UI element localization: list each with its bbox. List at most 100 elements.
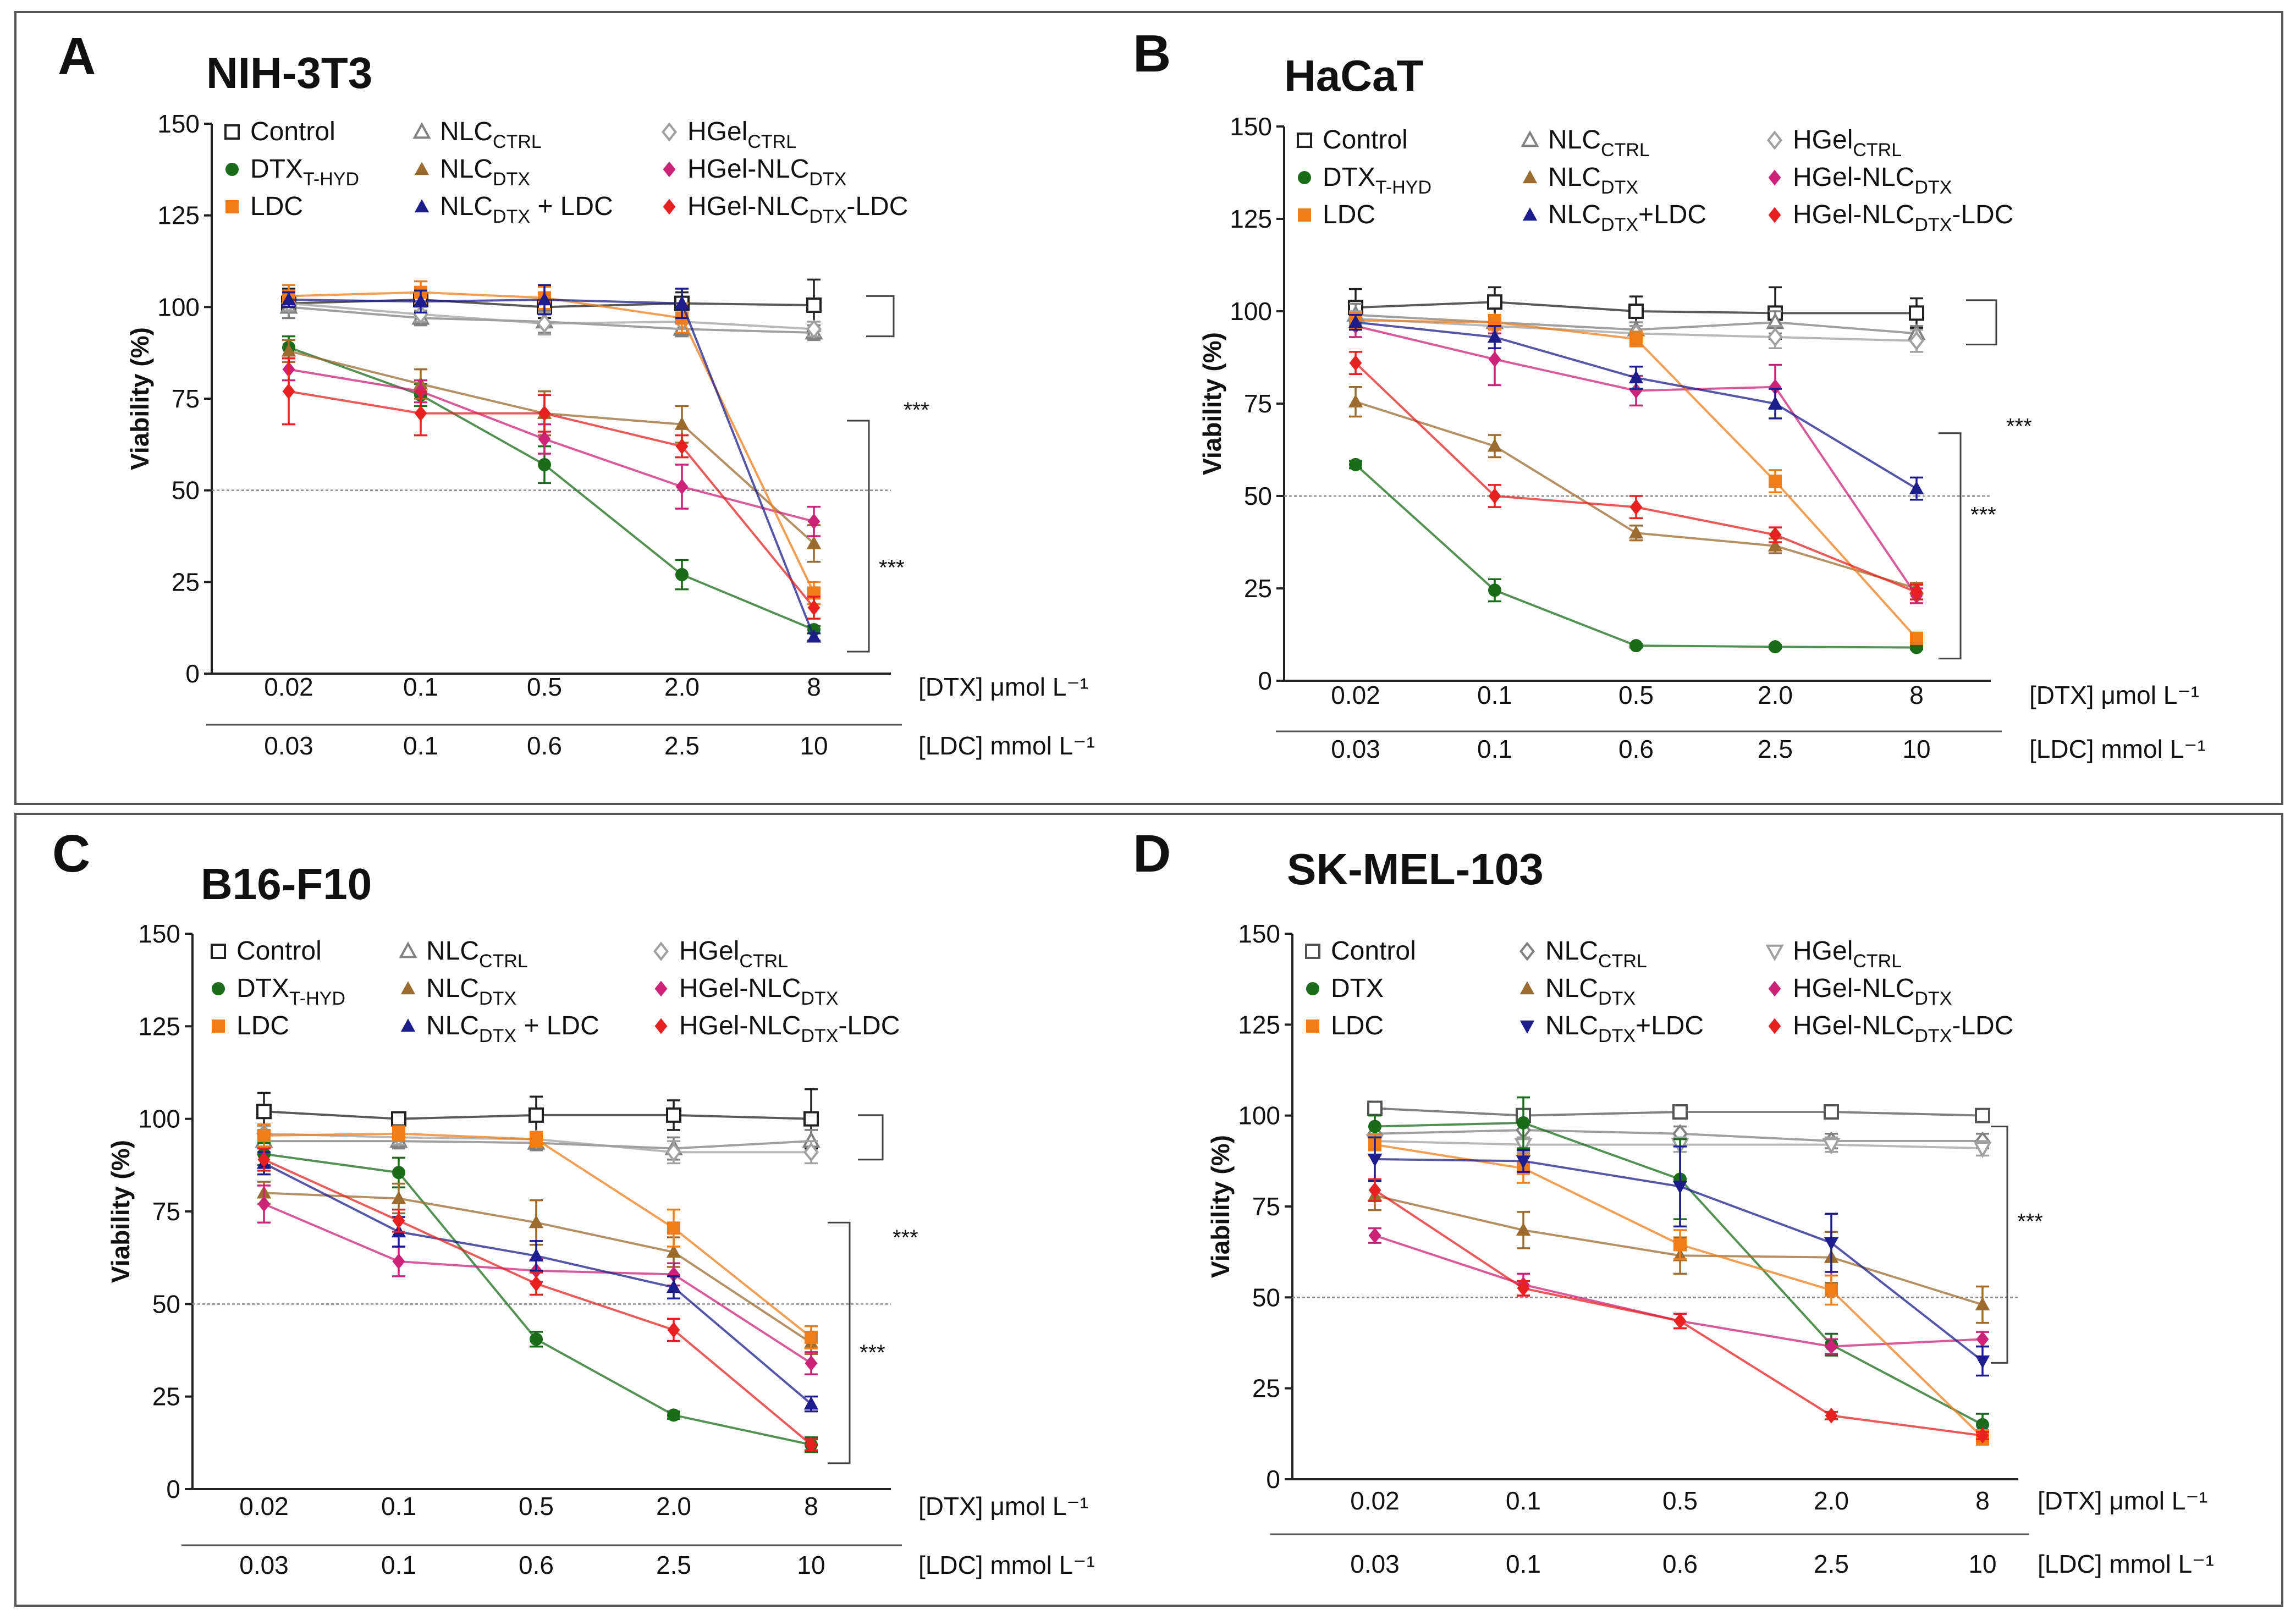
y-tick-label: 125 xyxy=(138,1012,180,1040)
legend-label-main: LDC xyxy=(250,192,303,221)
significance-label: *** xyxy=(2017,1209,2043,1233)
legend-label-suffix: +LDC xyxy=(1636,1011,1704,1040)
x-tick-label-dtx: 2.0 xyxy=(664,673,700,701)
data-point xyxy=(1825,1283,1838,1297)
data-point xyxy=(1488,351,1501,367)
significance-bracket: *** xyxy=(1991,1126,2043,1364)
legend-label-main: HGel-NLC xyxy=(1793,1011,1914,1040)
legend-label-subscript: CTRL xyxy=(1601,140,1650,161)
legend-label: LDC xyxy=(1331,1011,1384,1040)
data-point xyxy=(392,1127,405,1140)
data-point xyxy=(1516,1222,1531,1236)
data-point xyxy=(674,416,690,430)
y-axis-title: Viability (%) xyxy=(1198,332,1226,475)
significance-bracket: *** xyxy=(866,295,929,422)
legend-label-subscript: DTX xyxy=(1598,988,1636,1009)
legend-label-main: HGel-NLC xyxy=(679,974,801,1003)
legend-marker xyxy=(225,163,239,176)
data-point xyxy=(805,1330,818,1344)
x-tick-label-ldc: 0.6 xyxy=(519,1551,554,1579)
y-tick-label: 150 xyxy=(1238,919,1280,948)
data-point xyxy=(530,1132,543,1146)
legend-label-subscript: CTRL xyxy=(747,131,796,152)
legend-label-main: NLC xyxy=(1545,974,1598,1003)
legend-label-main: HGel xyxy=(1793,125,1853,155)
legend-label: DTXT-HYD xyxy=(1323,163,1431,198)
legend-label-main: LDC xyxy=(1331,1011,1384,1040)
legend-label-main: HGel xyxy=(679,936,739,966)
data-point xyxy=(666,1142,681,1162)
legend-label-subscript: DTX xyxy=(801,1026,838,1046)
data-point xyxy=(1673,1238,1687,1252)
panel-label: D xyxy=(1133,824,1171,883)
legend-label-subscript: DTX xyxy=(1914,214,1952,235)
data-point xyxy=(413,294,428,307)
legend-marker xyxy=(1519,981,1535,995)
legend-marker xyxy=(400,981,416,995)
x-tick-label-dtx: 0.02 xyxy=(239,1492,289,1520)
legend-label: HGel-NLCDTX-LDC xyxy=(1793,200,2013,235)
data-point xyxy=(1628,370,1644,384)
legend-label-main: DTX xyxy=(236,974,289,1003)
data-point xyxy=(528,1107,544,1123)
y-tick-label: 50 xyxy=(1252,1283,1280,1312)
data-point xyxy=(1516,1155,1531,1169)
legend-marker xyxy=(1768,169,1781,186)
data-point xyxy=(282,383,295,400)
data-point xyxy=(257,1196,271,1212)
x-tick-label-ldc: 2.5 xyxy=(664,731,700,760)
data-point xyxy=(806,629,822,643)
panel-c: C B16-F10 0 25 50 75 100 125 150 Viability (%) 0.0… xyxy=(52,824,1095,1579)
legend-label-suffix: -LDC xyxy=(846,192,908,221)
legend-label-subscript: DTX xyxy=(1914,177,1952,198)
y-axis-title: Viability (%) xyxy=(125,327,154,470)
data-point xyxy=(1487,438,1502,452)
data-point xyxy=(807,599,821,616)
legend-label-main: NLC xyxy=(1548,125,1601,155)
significance-bracket: *** xyxy=(858,1114,918,1250)
x-tick-label-dtx: 0.02 xyxy=(1331,681,1380,709)
x-tick-label-dtx: 0.5 xyxy=(527,673,562,701)
legend-marker xyxy=(1522,170,1538,184)
data-point xyxy=(1976,1428,1989,1444)
legend-label-suffix: -LDC xyxy=(1952,200,2013,229)
x-tick-label-dtx: 2.0 xyxy=(656,1492,691,1520)
series-7 xyxy=(1348,313,1924,501)
panel-d: D SK-MEL-103 0 25 50 75 100 125 150 Viability (%)… xyxy=(1133,824,2214,1578)
legend-label-main: NLC xyxy=(440,155,493,184)
legend-label: HGel-NLCDTX xyxy=(1793,974,1952,1009)
legend-label: NLCCTRL xyxy=(1548,125,1650,161)
legend-label: HGelCTRL xyxy=(1793,125,1902,161)
x-tick-label-dtx: 0.5 xyxy=(519,1492,554,1520)
x-tick-label-dtx: 8 xyxy=(804,1492,818,1520)
y-tick-label: 0 xyxy=(166,1475,180,1503)
legend-label-main: NLC xyxy=(1545,1011,1598,1040)
x-tick-label-dtx: 8 xyxy=(807,673,821,701)
data-point xyxy=(806,536,822,549)
legend-label: HGel-NLCDTX xyxy=(687,155,846,190)
legend-label-subscript: DTX xyxy=(1914,988,1952,1009)
significance-label: *** xyxy=(1970,503,1996,527)
data-point xyxy=(537,313,552,333)
legend-label: LDC xyxy=(1323,200,1375,229)
x-tick-label-ldc: 0.03 xyxy=(1350,1550,1400,1578)
legend-label-subscript: DTX xyxy=(809,169,846,190)
data-point xyxy=(1349,458,1362,471)
legend-marker xyxy=(399,941,417,958)
bracket-path xyxy=(866,295,895,338)
significance-label: *** xyxy=(893,1226,918,1250)
legend-label-subscript: DTX xyxy=(479,1026,516,1046)
data-point xyxy=(1768,396,1783,410)
data-point xyxy=(538,458,551,471)
legend-label-subscript: DTX xyxy=(479,988,516,1009)
legend-label-subscript: CTRL xyxy=(739,951,788,972)
legend-label: DTXT-HYD xyxy=(250,155,359,190)
legend-marker xyxy=(1521,130,1539,147)
legend-label: DTX xyxy=(1331,974,1384,1003)
panel-title: SK-MEL-103 xyxy=(1287,845,1544,894)
data-point xyxy=(1629,383,1643,399)
legend-label-subscript: DTX xyxy=(809,206,846,227)
legend-label-main: HGel-NLC xyxy=(1793,974,1914,1003)
y-tick-label: 0 xyxy=(1258,666,1272,695)
legend-label-main: HGel-NLC xyxy=(687,155,809,184)
